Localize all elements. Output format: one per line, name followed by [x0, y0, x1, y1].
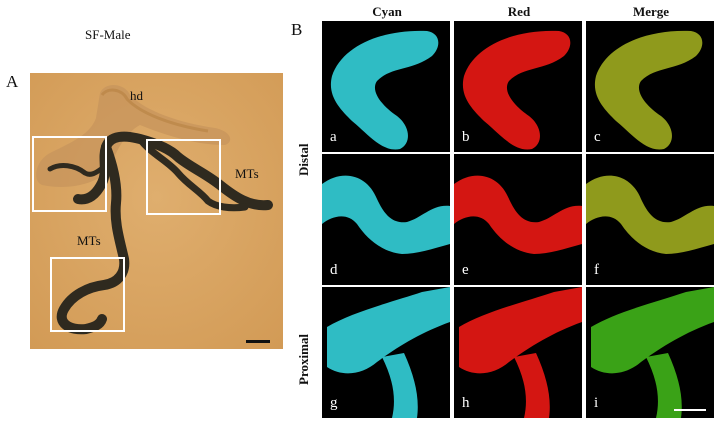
panel-letter-b: b	[462, 129, 470, 145]
part-a-title: SF-Male	[85, 27, 131, 42]
panel-letter-a: a	[330, 129, 337, 145]
column-header-merge: Merge	[632, 4, 670, 19]
panel-d: d	[322, 154, 450, 285]
part-b-label: B	[291, 20, 303, 39]
panel-h-image	[459, 287, 582, 418]
panel-d-image	[322, 175, 450, 254]
panel-h: h	[454, 287, 582, 418]
panel-f-image	[586, 175, 714, 254]
scale-bar	[674, 409, 706, 411]
panel-letter-g: g	[330, 395, 338, 411]
panel-b-image	[462, 30, 571, 150]
panel-letter-i: i	[594, 395, 599, 411]
panel-letter-d: d	[330, 262, 338, 278]
tubule-photo-drawing	[30, 73, 283, 349]
panel-g-image	[327, 287, 450, 418]
panel-a: a	[322, 21, 450, 152]
panel-c-image	[594, 30, 703, 150]
panel-letter-h: h	[462, 395, 470, 411]
panel-letter-c: c	[594, 129, 601, 145]
panel-a-image	[330, 30, 439, 150]
panel-letter-e: e	[462, 262, 469, 278]
panel-e: e	[454, 154, 582, 285]
column-header-cyan: Cyan	[372, 4, 402, 19]
tubule-photo: hd MTs MTs	[30, 73, 283, 349]
panel-g: g	[322, 287, 450, 418]
panel-b: b	[454, 21, 582, 152]
row-label-distal: Distal	[296, 143, 311, 177]
column-header-red: Red	[507, 4, 531, 19]
panel-f: f	[586, 154, 714, 285]
panel-letter-f: f	[594, 262, 599, 278]
panel-c: c	[586, 21, 714, 152]
row-label-proximal: Proximal	[296, 333, 311, 385]
part-a-label: A	[6, 72, 19, 91]
panel-i: i	[586, 287, 714, 418]
label-hd: hd	[130, 88, 143, 103]
panel-i-image	[591, 287, 714, 418]
label-mts-right: MTs	[235, 166, 259, 181]
label-mts-left: MTs	[77, 233, 101, 248]
panel-e-image	[454, 175, 582, 254]
